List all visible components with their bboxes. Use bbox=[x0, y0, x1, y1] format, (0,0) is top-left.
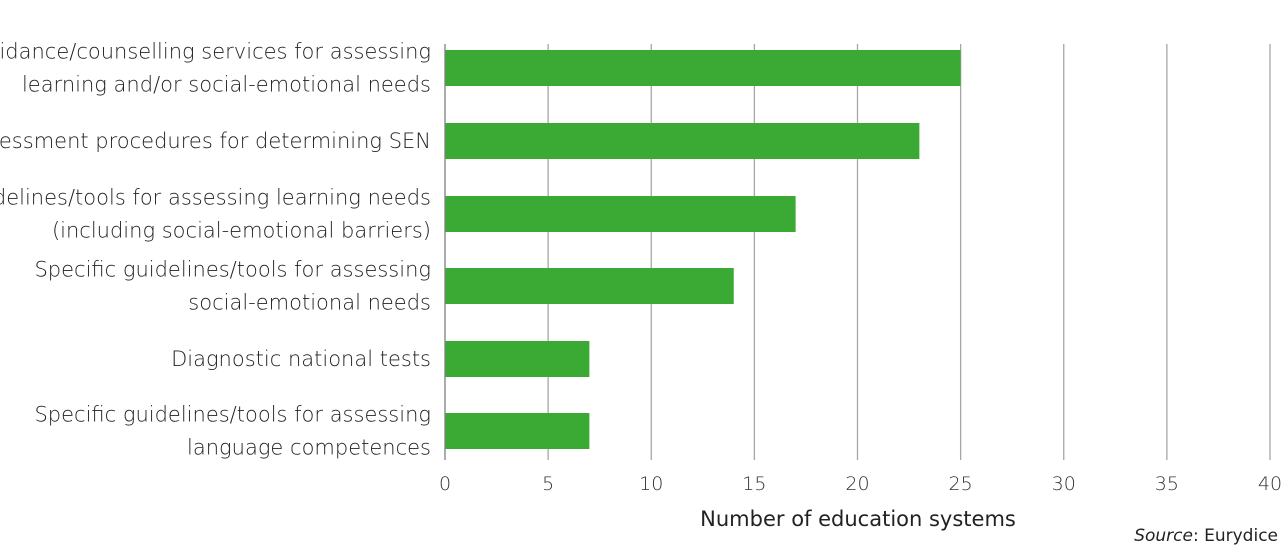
category-label-6-line-1: Specific guidelines/tools for assessing bbox=[34, 403, 431, 427]
x-tick-label-0: 0 bbox=[439, 473, 451, 495]
category-label-6: Specific guidelines/tools for assessing l… bbox=[34, 403, 431, 460]
category-label-3-line-1: Guidelines/tools for assessing learning … bbox=[0, 186, 431, 210]
bar-2 bbox=[445, 123, 920, 159]
tick-labels: 0 5 10 15 20 25 30 35 40 bbox=[439, 473, 1282, 495]
x-tick-label-15: 15 bbox=[742, 473, 766, 495]
x-tick-label-10: 10 bbox=[639, 473, 663, 495]
category-label-3-line-2: (including social-emotional barriers) bbox=[52, 219, 431, 243]
category-label-1-line-2: learning and/or social-emotional needs bbox=[22, 73, 431, 97]
grid-lines bbox=[547, 44, 1271, 460]
bar-4 bbox=[445, 268, 734, 304]
category-label-1-line-1: Guidance/counselling services for assess… bbox=[0, 40, 431, 64]
category-label-5: Diagnostic national tests bbox=[171, 347, 431, 371]
category-label-4-line-1: Specific guidelines/tools for assessing bbox=[34, 258, 431, 282]
bar-1 bbox=[445, 50, 961, 86]
bar-5 bbox=[445, 341, 590, 377]
category-label-2-line-1: Assessment procedures for determining SE… bbox=[0, 129, 431, 153]
x-tick-label-40: 40 bbox=[1258, 473, 1282, 495]
x-tick-label-30: 30 bbox=[1052, 473, 1076, 495]
bars bbox=[445, 50, 961, 449]
category-label-3: Guidelines/tools for assessing learning … bbox=[0, 186, 431, 243]
source-label: Source bbox=[1134, 526, 1193, 546]
x-tick-label-5: 5 bbox=[542, 473, 554, 495]
category-label-1: Guidance/counselling services for assess… bbox=[0, 40, 431, 97]
category-label-4: Specific guidelines/tools for assessing s… bbox=[34, 258, 431, 315]
x-tick-label-25: 25 bbox=[949, 473, 973, 495]
category-labels: Guidance/counselling services for assess… bbox=[0, 40, 431, 460]
source-note: Source: Eurydice bbox=[1134, 526, 1278, 546]
category-label-5-line-1: Diagnostic national tests bbox=[171, 347, 431, 371]
category-label-6-line-2: language competences bbox=[187, 436, 431, 460]
category-label-2: Assessment procedures for determining SE… bbox=[0, 129, 431, 153]
bar-3 bbox=[445, 196, 796, 232]
category-label-4-line-2: social-emotional needs bbox=[188, 291, 431, 315]
source-name: Eurydice bbox=[1204, 526, 1278, 546]
x-axis-title: Number of education systems bbox=[700, 507, 1016, 531]
bar-6 bbox=[445, 413, 590, 449]
source-separator: : bbox=[1192, 526, 1205, 546]
x-tick-label-35: 35 bbox=[1155, 473, 1179, 495]
x-tick-label-20: 20 bbox=[845, 473, 869, 495]
